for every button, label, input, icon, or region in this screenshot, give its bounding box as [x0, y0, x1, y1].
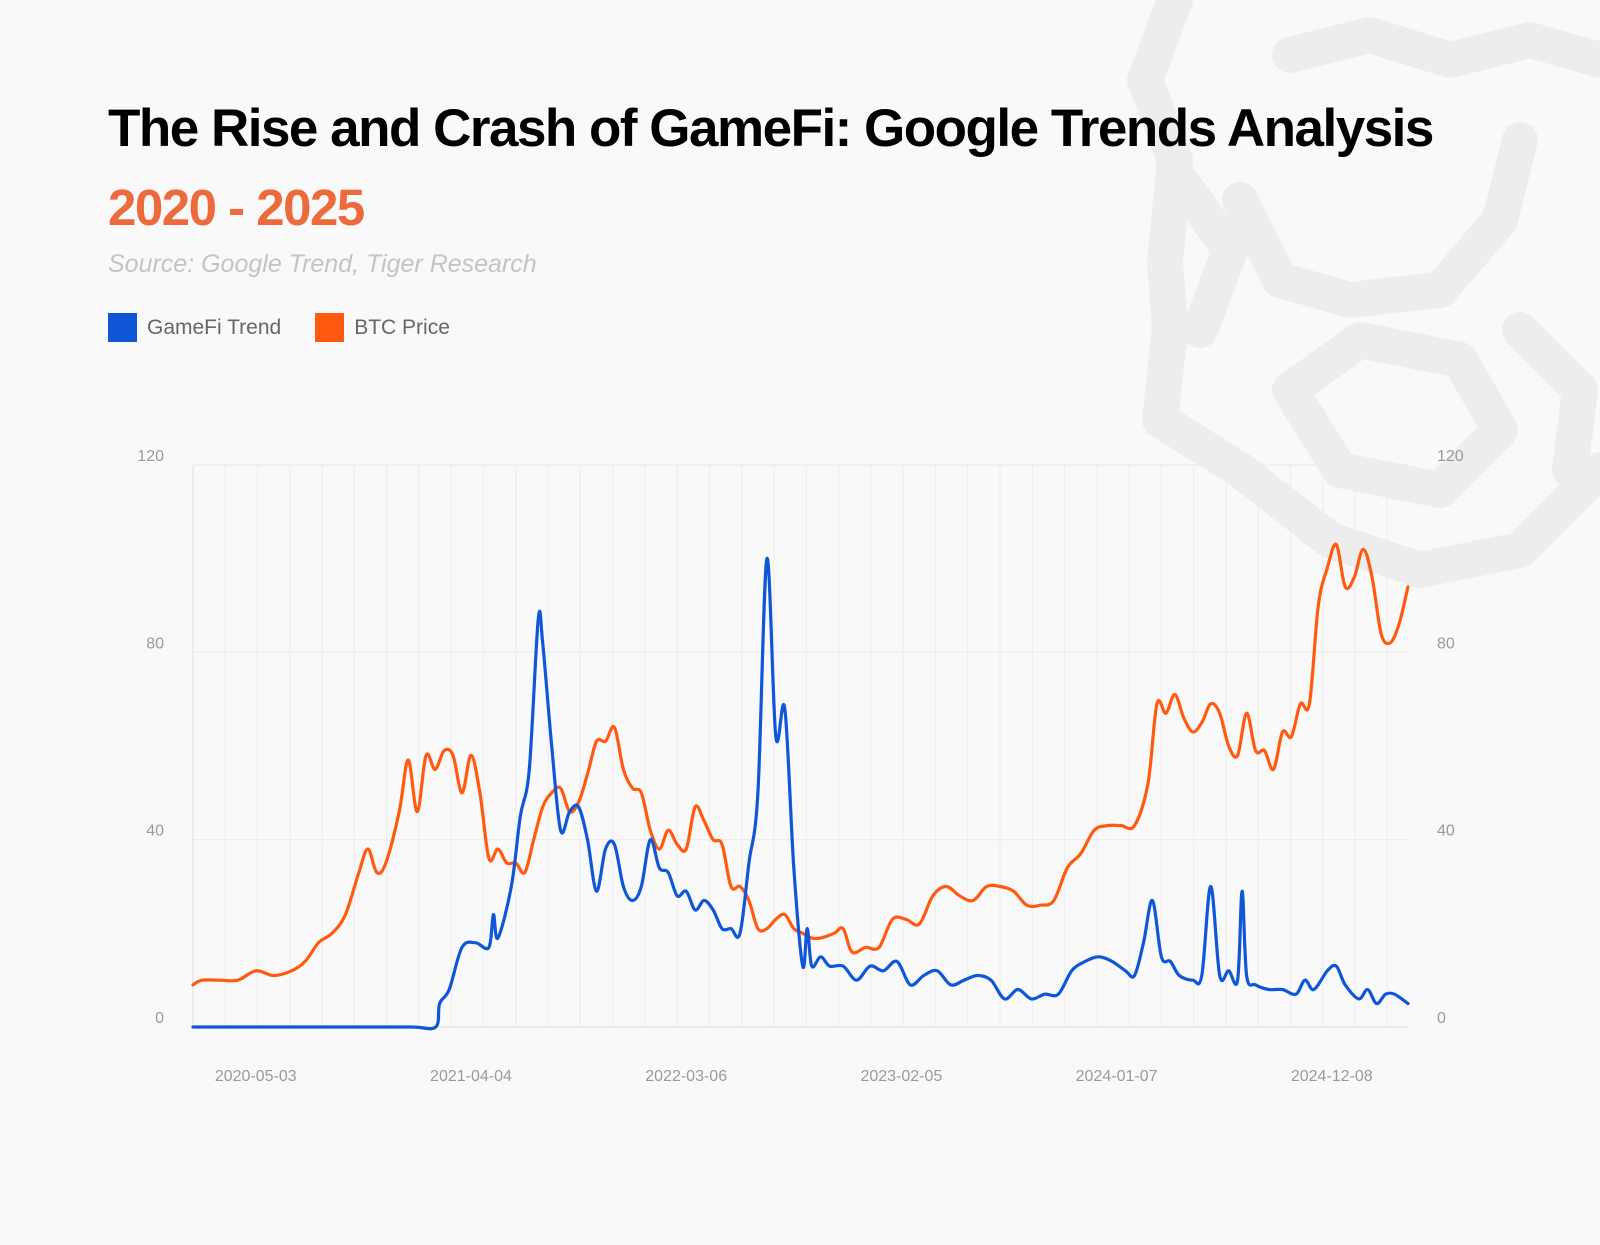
y-tick-label-right: 80	[1437, 635, 1455, 652]
legend-swatch-gamefi	[108, 313, 137, 342]
legend-label-gamefi: GameFi Trend	[147, 315, 282, 339]
x-tick-label: 2021-04-04	[430, 1068, 512, 1085]
source-note: Source: Google Trend, Tiger Research	[108, 250, 537, 278]
y-tick-label-right: 40	[1437, 823, 1455, 840]
y-tick-label-left: 80	[146, 635, 164, 652]
legend: GameFi Trend BTC Price	[108, 313, 450, 342]
x-tick-label: 2024-12-08	[1291, 1068, 1373, 1085]
chart-title: The Rise and Crash of GameFi: Google Tre…	[108, 99, 1434, 158]
legend-item-gamefi[interactable]: GameFi Trend	[108, 313, 281, 342]
y-tick-label-left: 40	[146, 823, 164, 840]
legend-item-btc[interactable]: BTC Price	[315, 313, 450, 342]
y-tick-label-left: 0	[155, 1010, 164, 1027]
x-tick-label: 2023-02-05	[860, 1068, 942, 1085]
y-tick-label-left: 120	[137, 448, 164, 465]
legend-swatch-btc	[315, 313, 345, 342]
series-line-gamefi-trend	[191, 557, 1410, 1031]
series-line-btc-price	[191, 542, 1410, 987]
x-tick-label: 2024-01-07	[1076, 1068, 1158, 1085]
x-tick-label: 2022-03-06	[645, 1068, 727, 1085]
legend-label-btc: BTC Price	[354, 315, 450, 339]
chart-subtitle: 2020 - 2025	[108, 179, 365, 236]
x-tick-label: 2020-05-03	[215, 1068, 297, 1085]
y-tick-label-right: 120	[1437, 448, 1464, 465]
y-tick-label-right: 0	[1437, 1010, 1446, 1027]
